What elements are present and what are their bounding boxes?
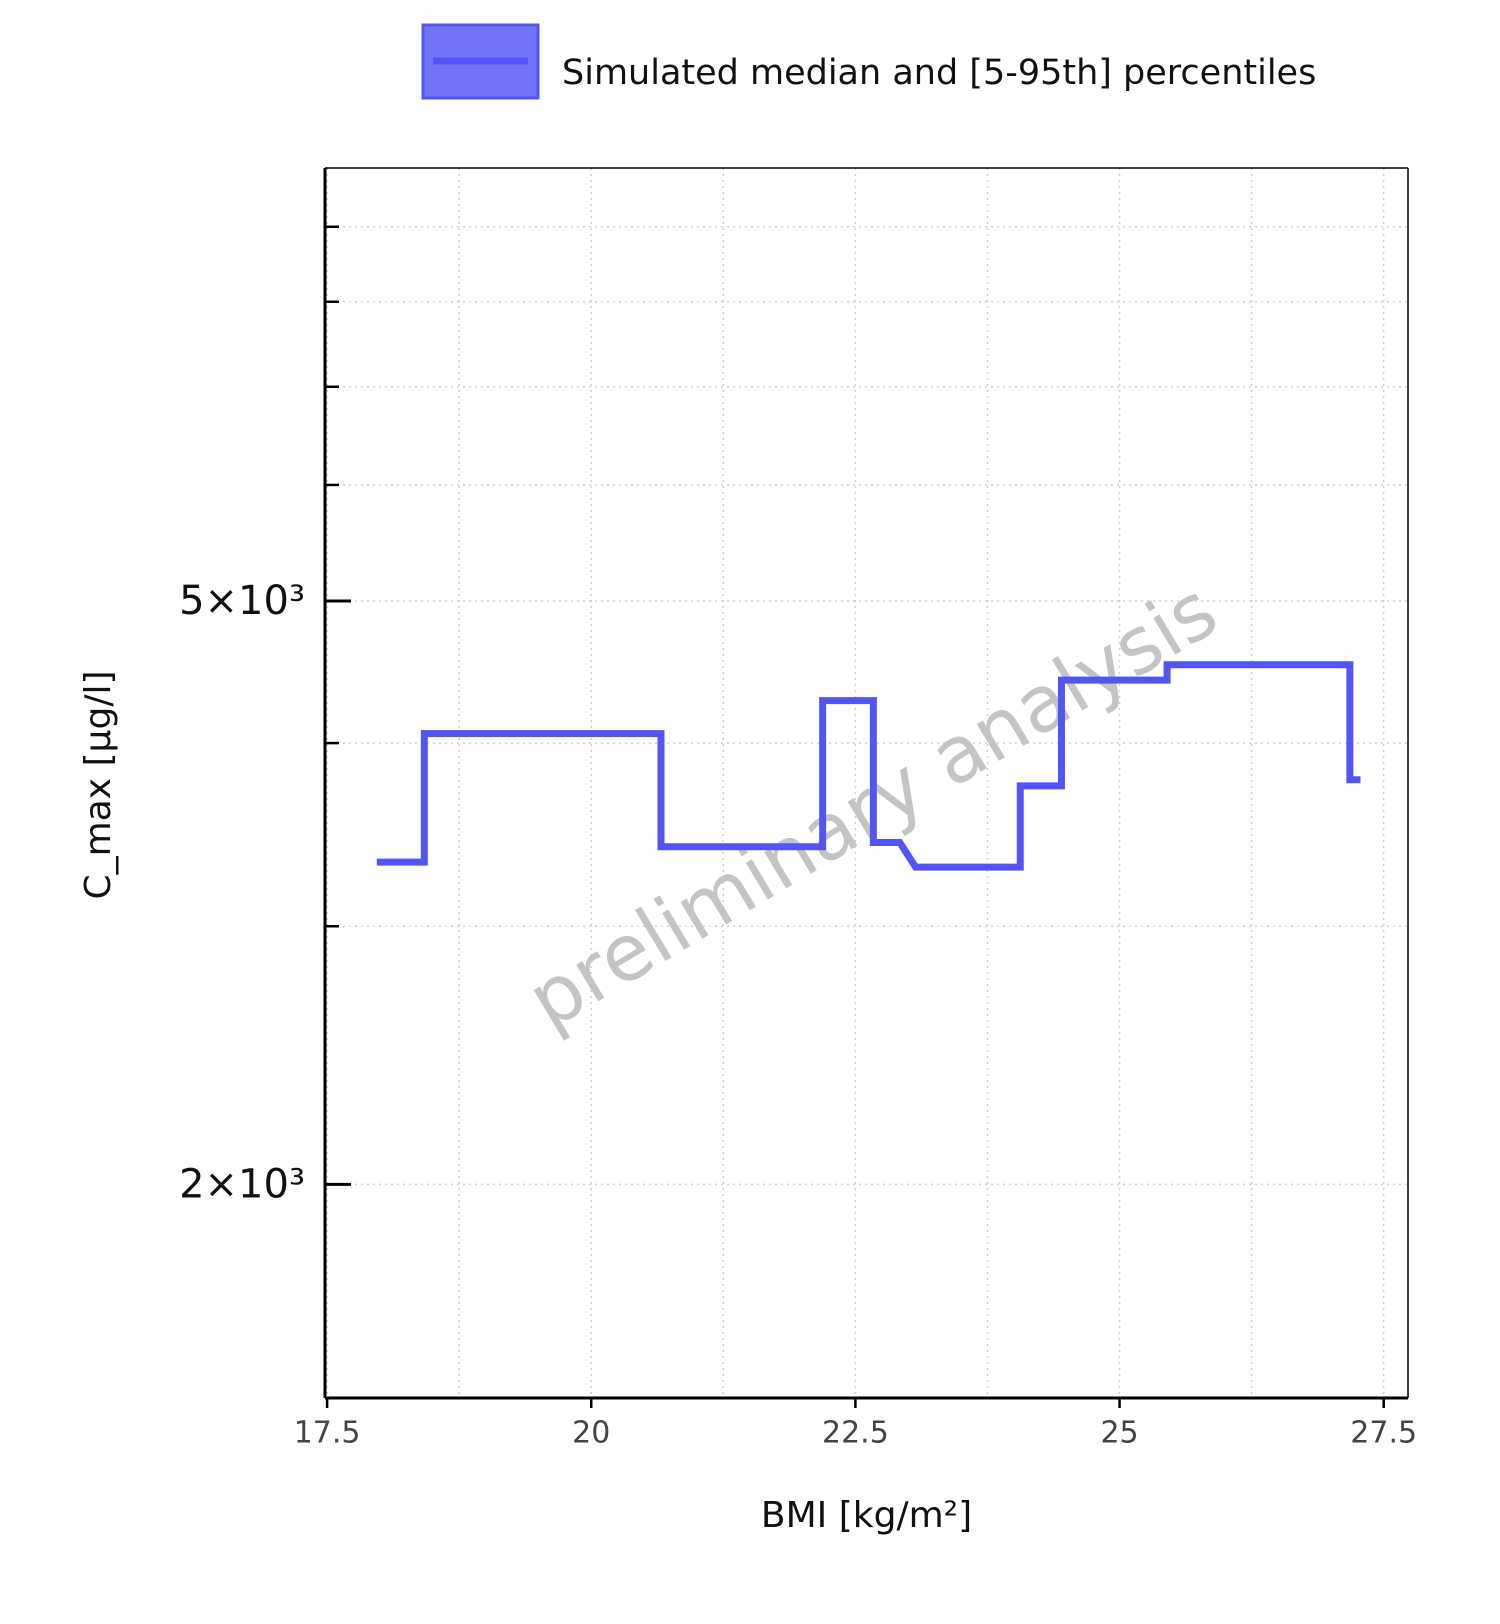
- x-tick-label: 25: [1100, 1416, 1138, 1451]
- legend-label: Simulated median and [5-95th] percentile…: [562, 53, 1316, 93]
- x-tick-label: 27.5: [1350, 1416, 1417, 1451]
- x-tick-label: 20: [572, 1416, 610, 1451]
- y-tick-label: 5×10³: [179, 578, 305, 624]
- x-tick-label: 17.5: [294, 1416, 361, 1451]
- x-tick-label: 22.5: [822, 1416, 889, 1451]
- x-axis-label: BMI [kg/m²]: [761, 1495, 972, 1536]
- y-axis-label: C_max [µg/l]: [78, 671, 119, 900]
- data-line: [376, 661, 1361, 871]
- y-tick-label: 2×10³: [179, 1161, 305, 1207]
